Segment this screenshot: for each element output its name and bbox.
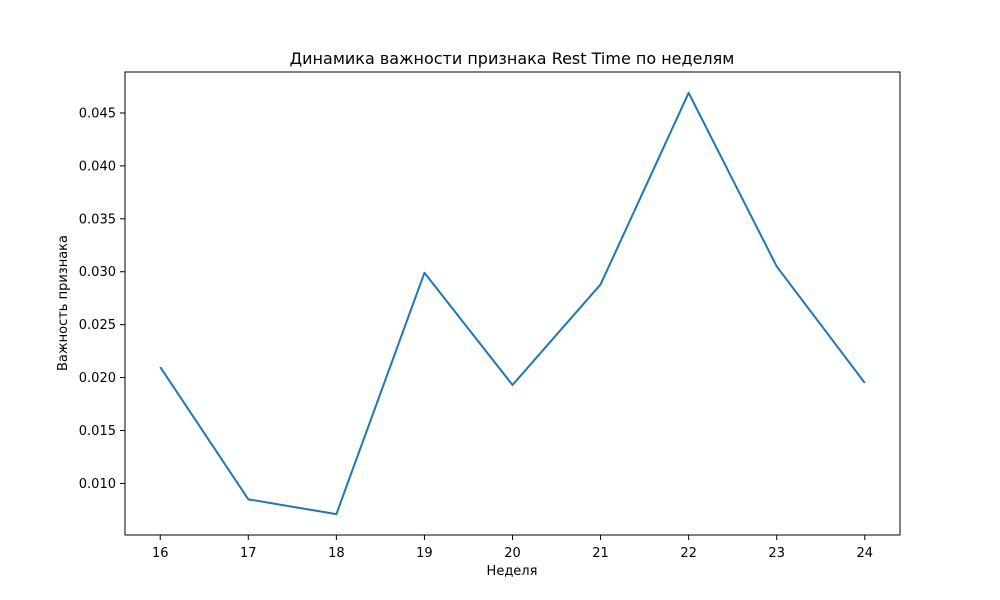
x-tick-label: 19 <box>416 546 433 561</box>
x-tick-label: 21 <box>592 546 609 561</box>
y-tick-label: 0.015 <box>79 424 116 439</box>
y-tick-label: 0.035 <box>79 212 116 227</box>
x-tick-label: 22 <box>680 546 697 561</box>
x-tick-label: 24 <box>856 546 873 561</box>
x-tick-label: 18 <box>328 546 345 561</box>
x-tick-label: 23 <box>768 546 785 561</box>
y-tick-label: 0.010 <box>79 477 116 492</box>
x-tick-label: 17 <box>240 546 257 561</box>
x-tick-label: 16 <box>152 546 169 561</box>
y-tick-label: 0.020 <box>79 371 116 386</box>
x-tick-label: 20 <box>504 546 521 561</box>
series-line <box>159 91 866 516</box>
chart-title: Динамика важности признака Rest Time по … <box>290 49 735 68</box>
y-tick-label: 0.025 <box>79 318 116 333</box>
x-axis-label: Неделя <box>487 564 538 579</box>
y-axis-label: Важность признака <box>56 235 71 371</box>
y-tick-label: 0.045 <box>79 106 116 121</box>
y-tick-label: 0.030 <box>79 265 116 280</box>
plot-area: 16 17 18 19 20 21 22 23 24 0.010 0.015 0.020 0.025 0.… <box>79 71 901 561</box>
y-tick-label: 0.040 <box>79 159 116 174</box>
